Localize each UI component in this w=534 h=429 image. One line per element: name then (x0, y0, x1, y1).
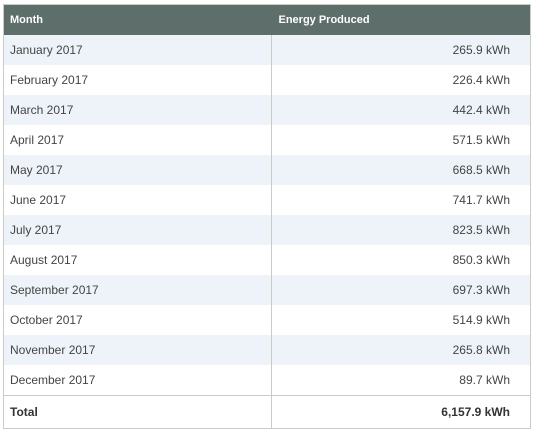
energy-cell: 226.4 kWh (271, 65, 531, 95)
energy-cell: 265.9 kWh (271, 35, 531, 65)
total-row: Total 6,157.9 kWh (3, 395, 531, 429)
month-cell: October 2017 (3, 305, 272, 335)
month-cell: April 2017 (3, 125, 272, 155)
energy-cell: 823.5 kWh (271, 215, 531, 245)
table-row: February 2017 226.4 kWh (3, 65, 531, 95)
table-body: January 2017 265.9 kWh February 2017 226… (3, 35, 531, 396)
table-row: September 2017 697.3 kWh (3, 275, 531, 305)
table-row: January 2017 265.9 kWh (3, 35, 531, 65)
table-row: July 2017 823.5 kWh (3, 215, 531, 245)
month-cell: November 2017 (3, 335, 272, 365)
energy-cell: 265.8 kWh (271, 335, 531, 365)
energy-cell: 514.9 kWh (271, 305, 531, 335)
table-row: December 2017 89.7 kWh (3, 365, 531, 396)
header-row: Month Energy Produced (3, 4, 531, 35)
table-row: March 2017 442.4 kWh (3, 95, 531, 125)
energy-table-container: Month Energy Produced January 2017 265.9… (3, 4, 531, 429)
energy-cell: 850.3 kWh (271, 245, 531, 275)
table-row: August 2017 850.3 kWh (3, 245, 531, 275)
month-cell: June 2017 (3, 185, 272, 215)
table-row: April 2017 571.5 kWh (3, 125, 531, 155)
energy-cell: 741.7 kWh (271, 185, 531, 215)
month-cell: September 2017 (3, 275, 272, 305)
energy-table: Month Energy Produced January 2017 265.9… (3, 4, 531, 429)
energy-cell: 668.5 kWh (271, 155, 531, 185)
energy-cell: 571.5 kWh (271, 125, 531, 155)
total-label: Total (3, 395, 272, 429)
table-footer: Total 6,157.9 kWh (3, 395, 531, 429)
month-cell: December 2017 (3, 365, 272, 396)
energy-cell: 89.7 kWh (271, 365, 531, 396)
month-cell: February 2017 (3, 65, 272, 95)
month-cell: July 2017 (3, 215, 272, 245)
month-column-header[interactable]: Month (3, 4, 272, 35)
month-cell: January 2017 (3, 35, 272, 65)
table-row: June 2017 741.7 kWh (3, 185, 531, 215)
total-energy: 6,157.9 kWh (271, 395, 531, 429)
table-row: November 2017 265.8 kWh (3, 335, 531, 365)
energy-cell: 697.3 kWh (271, 275, 531, 305)
energy-column-header[interactable]: Energy Produced (271, 4, 531, 35)
month-cell: March 2017 (3, 95, 272, 125)
table-row: May 2017 668.5 kWh (3, 155, 531, 185)
energy-cell: 442.4 kWh (271, 95, 531, 125)
month-cell: May 2017 (3, 155, 272, 185)
table-row: October 2017 514.9 kWh (3, 305, 531, 335)
month-cell: August 2017 (3, 245, 272, 275)
table-header: Month Energy Produced (3, 4, 531, 35)
